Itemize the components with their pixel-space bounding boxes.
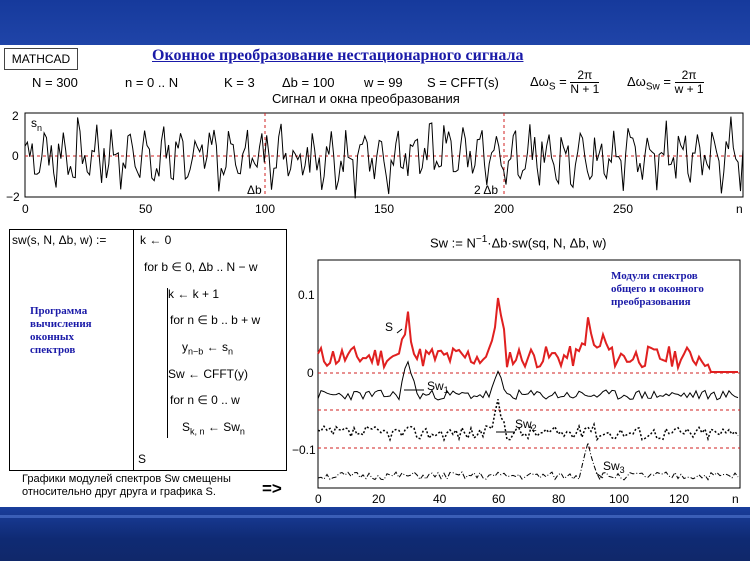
x-end-label: n bbox=[736, 202, 743, 216]
y-tick-2: 2 bbox=[12, 109, 19, 123]
label-Sw2: Sw2 bbox=[515, 417, 537, 433]
y-tick-0.1: 0.1 bbox=[298, 288, 315, 302]
signal-series bbox=[24, 116, 744, 199]
program-signature: sw(s, N, Δb, w) := bbox=[12, 233, 107, 247]
param-n: n = 0 .. N bbox=[125, 75, 179, 90]
param-db: Δb = 100 bbox=[282, 75, 335, 90]
param-dwsw: ΔωSw = 2π w + 1 bbox=[627, 68, 704, 96]
x-tick-150: 150 bbox=[374, 202, 394, 216]
top-banner bbox=[0, 0, 750, 45]
prog-line-8: Sk, n ← Swn bbox=[182, 420, 245, 437]
series-Sw1 bbox=[317, 360, 739, 401]
spectra-note: Графики модулей спектров Sw смещены отно… bbox=[22, 473, 231, 498]
prog-line-1: k ← 0 bbox=[140, 233, 172, 247]
param-S: S = CFFT(s) bbox=[427, 75, 499, 90]
bottom-stripe bbox=[0, 515, 750, 518]
arrow: => bbox=[262, 479, 282, 498]
param-K: K = 3 bbox=[224, 75, 255, 90]
param-dws: ΔωS = 2π N + 1 bbox=[530, 68, 600, 96]
prog-line-4: for n ∈ b .. b + w bbox=[170, 313, 261, 327]
marker-2db-label: 2 Δb bbox=[474, 183, 498, 197]
param-N: N = 300 bbox=[32, 75, 78, 90]
bx-tick-100: 100 bbox=[609, 492, 629, 506]
label-S: S bbox=[385, 320, 393, 334]
series-Sw3 bbox=[317, 442, 739, 481]
x-tick-50: 50 bbox=[139, 202, 153, 216]
label-Sw1: Sw1 bbox=[427, 379, 449, 395]
series-Sw2 bbox=[317, 399, 739, 443]
program-divider bbox=[133, 230, 134, 470]
prog-line-7: for n ∈ 0 .. w bbox=[170, 393, 240, 407]
y-tick-neg2: −2 bbox=[6, 190, 20, 204]
prog-line-6: Sw ← CFFT(y) bbox=[168, 367, 248, 381]
bx-tick-120: 120 bbox=[669, 492, 689, 506]
x-tick-200: 200 bbox=[494, 202, 514, 216]
x-tick-250: 250 bbox=[613, 202, 633, 216]
series-S bbox=[317, 297, 738, 373]
bx-tick-40: 40 bbox=[433, 492, 447, 506]
bx-tick-60: 60 bbox=[492, 492, 506, 506]
program-bracket bbox=[167, 288, 168, 438]
bottom-banner bbox=[0, 507, 750, 561]
page-title: Оконное преобразование нестационарного с… bbox=[152, 47, 524, 64]
prog-line-3: k ← k + 1 bbox=[168, 287, 220, 301]
marker-db-label: Δb bbox=[247, 183, 262, 197]
bx-tick-0: 0 bbox=[315, 492, 322, 506]
prog-line-5: yn−b ← sn bbox=[182, 340, 233, 357]
mathcad-label: MATHCAD bbox=[4, 48, 78, 70]
program-box: sw(s, N, Δb, w) := k ← 0 for b ∈ 0, Δb .… bbox=[9, 229, 287, 471]
bx-tick-80: 80 bbox=[552, 492, 566, 506]
S-leader bbox=[396, 328, 403, 334]
spectra-legend: Модули спектров общего и оконного преобр… bbox=[611, 270, 704, 308]
y-axis-label: sn bbox=[31, 116, 42, 133]
spectra-chart: 0.1 0 −0.1 0 20 40 60 80 100 120 n S Sw1… bbox=[292, 259, 741, 506]
top-chart-subtitle: Сигнал и окна преобразования bbox=[272, 91, 460, 106]
param-w: w = 99 bbox=[364, 75, 403, 90]
prog-line-2: for b ∈ 0, Δb .. N − w bbox=[144, 260, 258, 274]
y-tick-0: 0 bbox=[307, 366, 314, 380]
bx-end-label: n bbox=[732, 492, 739, 506]
x-tick-0: 0 bbox=[22, 202, 29, 216]
bx-tick-20: 20 bbox=[372, 492, 386, 506]
sw-formula: Sw := N−1·Δb·sw(sq, N, Δb, w) bbox=[430, 234, 607, 251]
program-caption: Программа вычисления оконных спектров bbox=[30, 305, 92, 356]
signal-chart: sn 2 0 −2 0 50 100 150 200 250 n Δb 2 Δb bbox=[6, 109, 744, 216]
x-tick-100: 100 bbox=[255, 202, 275, 216]
y-tick-neg0.1: −0.1 bbox=[292, 443, 316, 457]
Sw3-leader bbox=[595, 472, 604, 479]
prog-return: S bbox=[138, 452, 147, 466]
y-tick-0: 0 bbox=[12, 149, 19, 163]
signal-chart-frame bbox=[24, 112, 744, 198]
label-Sw3: Sw3 bbox=[603, 459, 625, 475]
slide: MATHCAD Оконное преобразование нестацион… bbox=[0, 45, 750, 507]
spectra-chart-frame bbox=[317, 259, 741, 489]
